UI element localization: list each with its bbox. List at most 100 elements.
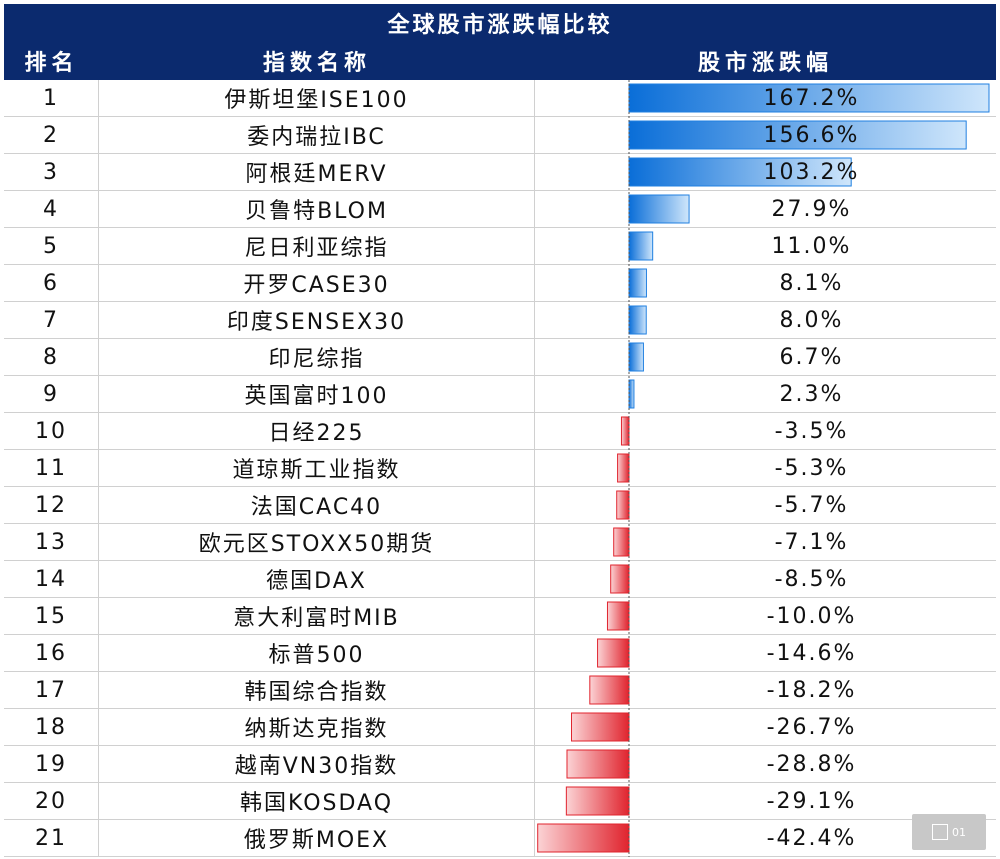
watermark-icon — [932, 824, 948, 840]
index-name-cell: 贝鲁特BLOM — [99, 191, 535, 227]
index-name-cell: 纳斯达克指数 — [99, 709, 535, 745]
rank-cell: 10 — [4, 413, 99, 449]
bar-cell — [535, 302, 631, 338]
index-name-cell: 尼日利亚综指 — [99, 228, 535, 264]
bar-cell — [535, 746, 631, 782]
rank-cell: 16 — [4, 635, 99, 671]
index-name-cell: 欧元区STOXX50期货 — [99, 524, 535, 560]
rank-cell: 4 — [4, 191, 99, 227]
rank-cell: 15 — [4, 598, 99, 634]
watermark-badge: 01 — [912, 814, 986, 850]
bar-cell — [535, 635, 631, 671]
change-value-label: -5.3% — [774, 455, 849, 481]
change-value-label: 8.0% — [779, 307, 844, 333]
index-name-cell: 日经225 — [99, 413, 535, 449]
bar-cell — [535, 487, 631, 523]
table-row: 1 伊斯坦堡ISE100 167.2% — [4, 80, 996, 117]
index-name-cell: 俄罗斯MOEX — [99, 820, 535, 856]
table-row: 4 贝鲁特BLOM 27.9% — [4, 191, 996, 228]
bar-cell — [535, 117, 631, 153]
index-name-cell: 德国DAX — [99, 561, 535, 597]
index-name-cell: 英国富时100 — [99, 376, 535, 412]
index-name-cell: 越南VN30指数 — [99, 746, 535, 782]
table-row: 14 德国DAX -8.5% — [4, 561, 996, 598]
bar-cell — [535, 709, 631, 745]
table-row: 6 开罗CASE30 8.1% — [4, 265, 996, 302]
change-value-label: -10.0% — [766, 603, 857, 629]
index-name-cell: 印度SENSEX30 — [99, 302, 535, 338]
change-value-label: 2.3% — [779, 381, 844, 407]
table-row: 13 欧元区STOXX50期货 -7.1% — [4, 524, 996, 561]
index-name-cell: 法国CAC40 — [99, 487, 535, 523]
change-value-label: -26.7% — [766, 714, 857, 740]
rank-cell: 20 — [4, 783, 99, 819]
rank-cell: 3 — [4, 154, 99, 190]
change-value-label: -42.4% — [766, 825, 857, 851]
bar-cell — [535, 376, 631, 412]
rank-cell: 5 — [4, 228, 99, 264]
change-value-label: 8.1% — [779, 270, 844, 296]
table-row: 19 越南VN30指数 -28.8% — [4, 746, 996, 783]
table-row: 12 法国CAC40 -5.7% — [4, 487, 996, 524]
change-column-header: 股市涨跌幅 — [535, 42, 996, 80]
change-value-label: -14.6% — [766, 640, 857, 666]
bar-cell — [535, 561, 631, 597]
index-name-cell: 韩国综合指数 — [99, 672, 535, 708]
bar-cell — [535, 672, 631, 708]
rank-cell: 1 — [4, 80, 99, 116]
rank-cell: 14 — [4, 561, 99, 597]
bar-cell — [535, 450, 631, 486]
rank-column-header: 排名 — [4, 42, 99, 80]
change-value-label: 156.6% — [763, 122, 860, 148]
change-value-label: 103.2% — [763, 159, 860, 185]
rank-cell: 2 — [4, 117, 99, 153]
change-value-label: 27.9% — [771, 196, 852, 222]
rank-cell: 21 — [4, 820, 99, 856]
watermark-label: 01 — [952, 825, 966, 839]
rank-cell: 17 — [4, 672, 99, 708]
rank-cell: 19 — [4, 746, 99, 782]
change-value-label: 167.2% — [763, 85, 860, 111]
bar-cell — [535, 524, 631, 560]
table-row: 20 韩国KOSDAQ -29.1% — [4, 783, 996, 820]
table-row: 8 印尼综指 6.7% — [4, 339, 996, 376]
change-value-label: -5.7% — [774, 492, 849, 518]
table-row: 17 韩国综合指数 -18.2% — [4, 672, 996, 709]
rank-cell: 8 — [4, 339, 99, 375]
bar-cell — [535, 598, 631, 634]
bar-cell — [535, 413, 631, 449]
table-row: 2 委内瑞拉IBC 156.6% — [4, 117, 996, 154]
change-value-label: 11.0% — [771, 233, 852, 259]
name-column-header: 指数名称 — [99, 42, 535, 80]
table-row: 3 阿根廷MERV 103.2% — [4, 154, 996, 191]
change-value-label: -28.8% — [766, 751, 857, 777]
rank-cell: 6 — [4, 265, 99, 301]
table-row: 16 标普500 -14.6% — [4, 635, 996, 672]
rank-cell: 7 — [4, 302, 99, 338]
bar-cell — [535, 783, 631, 819]
bar-cell — [535, 339, 631, 375]
index-name-cell: 阿根廷MERV — [99, 154, 535, 190]
bar-cell — [535, 265, 631, 301]
index-name-cell: 意大利富时MIB — [99, 598, 535, 634]
change-value-label: -8.5% — [774, 566, 849, 592]
table-row: 9 英国富时100 2.3% — [4, 376, 996, 413]
bar-cell — [535, 228, 631, 264]
table-row: 7 印度SENSEX30 8.0% — [4, 302, 996, 339]
table-title: 全球股市涨跌幅比较 — [4, 4, 996, 42]
bar-cell — [535, 191, 631, 227]
table-row: 21 俄罗斯MOEX -42.4% — [4, 820, 996, 857]
change-value-label: -7.1% — [774, 529, 849, 555]
table-row: 18 纳斯达克指数 -26.7% — [4, 709, 996, 746]
index-name-cell: 道琼斯工业指数 — [99, 450, 535, 486]
change-value-label: -18.2% — [766, 677, 857, 703]
rank-cell: 11 — [4, 450, 99, 486]
bar-cell — [535, 154, 631, 190]
rank-cell: 9 — [4, 376, 99, 412]
index-name-cell: 开罗CASE30 — [99, 265, 535, 301]
table-row: 10 日经225 -3.5% — [4, 413, 996, 450]
change-value-label: -29.1% — [766, 788, 857, 814]
index-name-cell: 韩国KOSDAQ — [99, 783, 535, 819]
bar-cell — [535, 820, 631, 856]
